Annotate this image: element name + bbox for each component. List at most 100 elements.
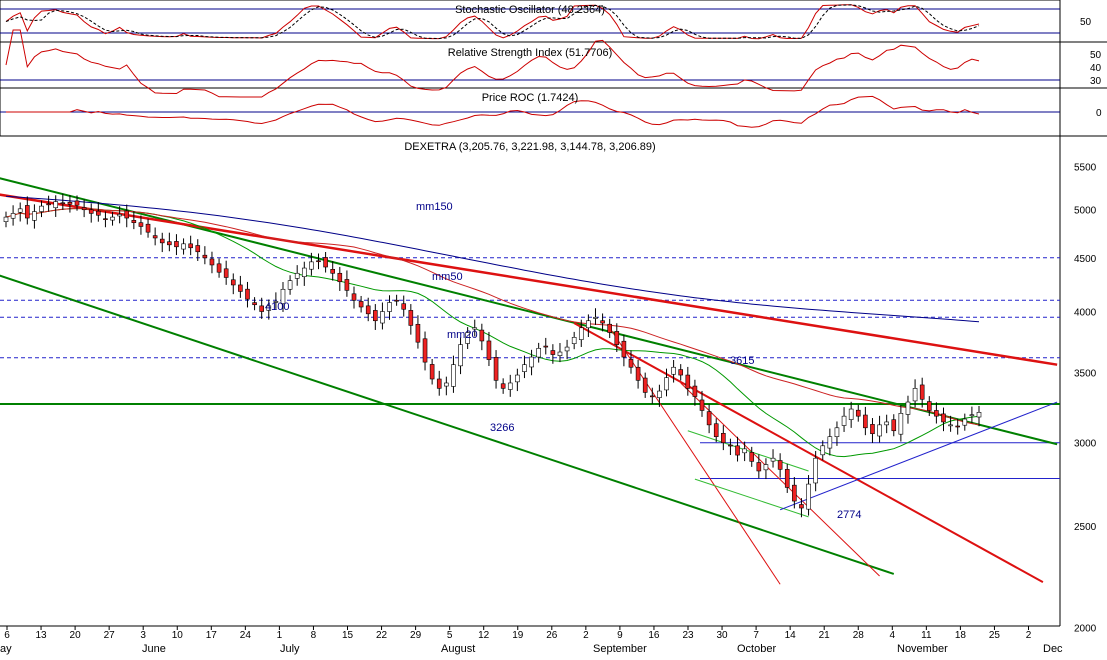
candle-down [713,423,719,438]
x-tick-label: 16 [648,630,660,641]
candle-down [479,329,485,342]
candle-down [195,245,201,253]
x-tick-label: 5 [447,630,453,641]
panel-frames [0,0,1107,627]
x-tick-label: 27 [104,630,116,641]
x-tick-label: 7 [753,630,759,641]
candle-down [124,210,130,219]
candle-down [685,374,691,389]
roc-tick-0: 0 [1096,108,1102,119]
candle-down [174,241,179,248]
candle-down [792,484,797,502]
x-tick-label: 25 [989,630,1001,641]
candle-down [870,424,875,435]
candle-up [117,214,122,217]
candle-down [692,385,698,397]
candle-up [671,366,676,375]
candle-up [451,364,456,387]
candle-down [721,432,726,444]
candle-down [678,369,684,376]
x-tick-label: 4 [890,630,896,641]
y-tick-label: 5000 [1074,206,1097,217]
candle-down [756,462,762,472]
x-tick-label: 17 [206,630,218,641]
candle-down [88,209,94,214]
candle-down [316,260,321,263]
candle-down [422,338,428,363]
candle-down [614,331,620,345]
candle-down [607,323,612,333]
x-tick-label: 26 [546,630,558,641]
candle-down [46,203,51,206]
x-tick-label: 29 [410,630,422,641]
candle-up [571,337,577,344]
sma20-line [5,207,980,458]
sma50-line [5,207,980,426]
candle-down [401,303,407,310]
candle-down [926,401,932,411]
candle-up [39,205,44,212]
x-tick-label: 23 [682,630,694,641]
candle-down [891,419,897,432]
x-tick-label: 1 [277,630,283,641]
red-thin-channel-b [680,382,880,577]
candle-down [245,288,250,300]
candlesticks [3,193,982,518]
stoch-tick-50: 50 [1080,17,1092,28]
candle-down [188,243,193,249]
candle-up [294,272,300,279]
candle-up [287,280,293,290]
candle-up [905,401,911,415]
candle-down [799,504,804,509]
red-downtrend-short [573,322,1044,584]
candle-up [17,208,23,213]
candle-down [159,238,165,244]
candle-down [81,207,87,211]
red-thin-channel-a [609,327,781,585]
price-y-tick-labels: 5500 5000 4500 4000 3500 3000 2500 2000 [1074,162,1097,634]
candle-down [167,241,172,246]
x-tick-label: 21 [819,630,831,641]
candle-down [735,445,740,456]
x-tick-labels: 6 13 20 27 3 10 17 24 1 8 15 22 29 5 12 19 26 2 9 16 23 30 7 14… [4,626,1032,641]
month-november: November [897,643,948,655]
candle-down [131,220,137,224]
candle-up [564,346,570,352]
month-may: ay [0,643,12,655]
candle-down [543,345,549,348]
month-august: August [441,643,475,655]
candle-up [266,305,272,311]
trendlines [0,177,1060,585]
candle-up [806,483,811,510]
candle-down [706,411,712,426]
candle-down [216,263,222,273]
candle-up [763,464,769,471]
candle-up [884,421,889,426]
candle-up [53,201,59,209]
candle-up [976,412,982,418]
candle-up [664,377,669,391]
moving-averages [5,195,980,458]
candle-up [912,388,918,402]
candle-down [777,460,783,470]
month-october: October [737,643,776,655]
sma150-line [5,195,980,323]
candle-down [230,279,236,286]
x-tick-label: 19 [512,630,524,641]
green-channel-bottom [694,478,809,518]
candle-up [770,457,776,462]
annotation-4100: 4100 [265,301,289,313]
candle-down [500,383,506,389]
candle-down [621,340,627,358]
rsi-tick-40: 40 [1090,63,1102,74]
candle-down [649,395,655,398]
y-tick-label: 4000 [1074,308,1097,319]
candle-down [238,284,243,292]
annotation-3615: 3615 [730,355,754,367]
y-tick-label: 3000 [1074,439,1097,450]
rsi-tick-30: 30 [1090,76,1102,87]
candle-down [394,299,399,302]
rsi-tick-50: 50 [1090,50,1102,61]
candle-down [358,301,364,308]
x-tick-label: 3 [140,630,146,641]
